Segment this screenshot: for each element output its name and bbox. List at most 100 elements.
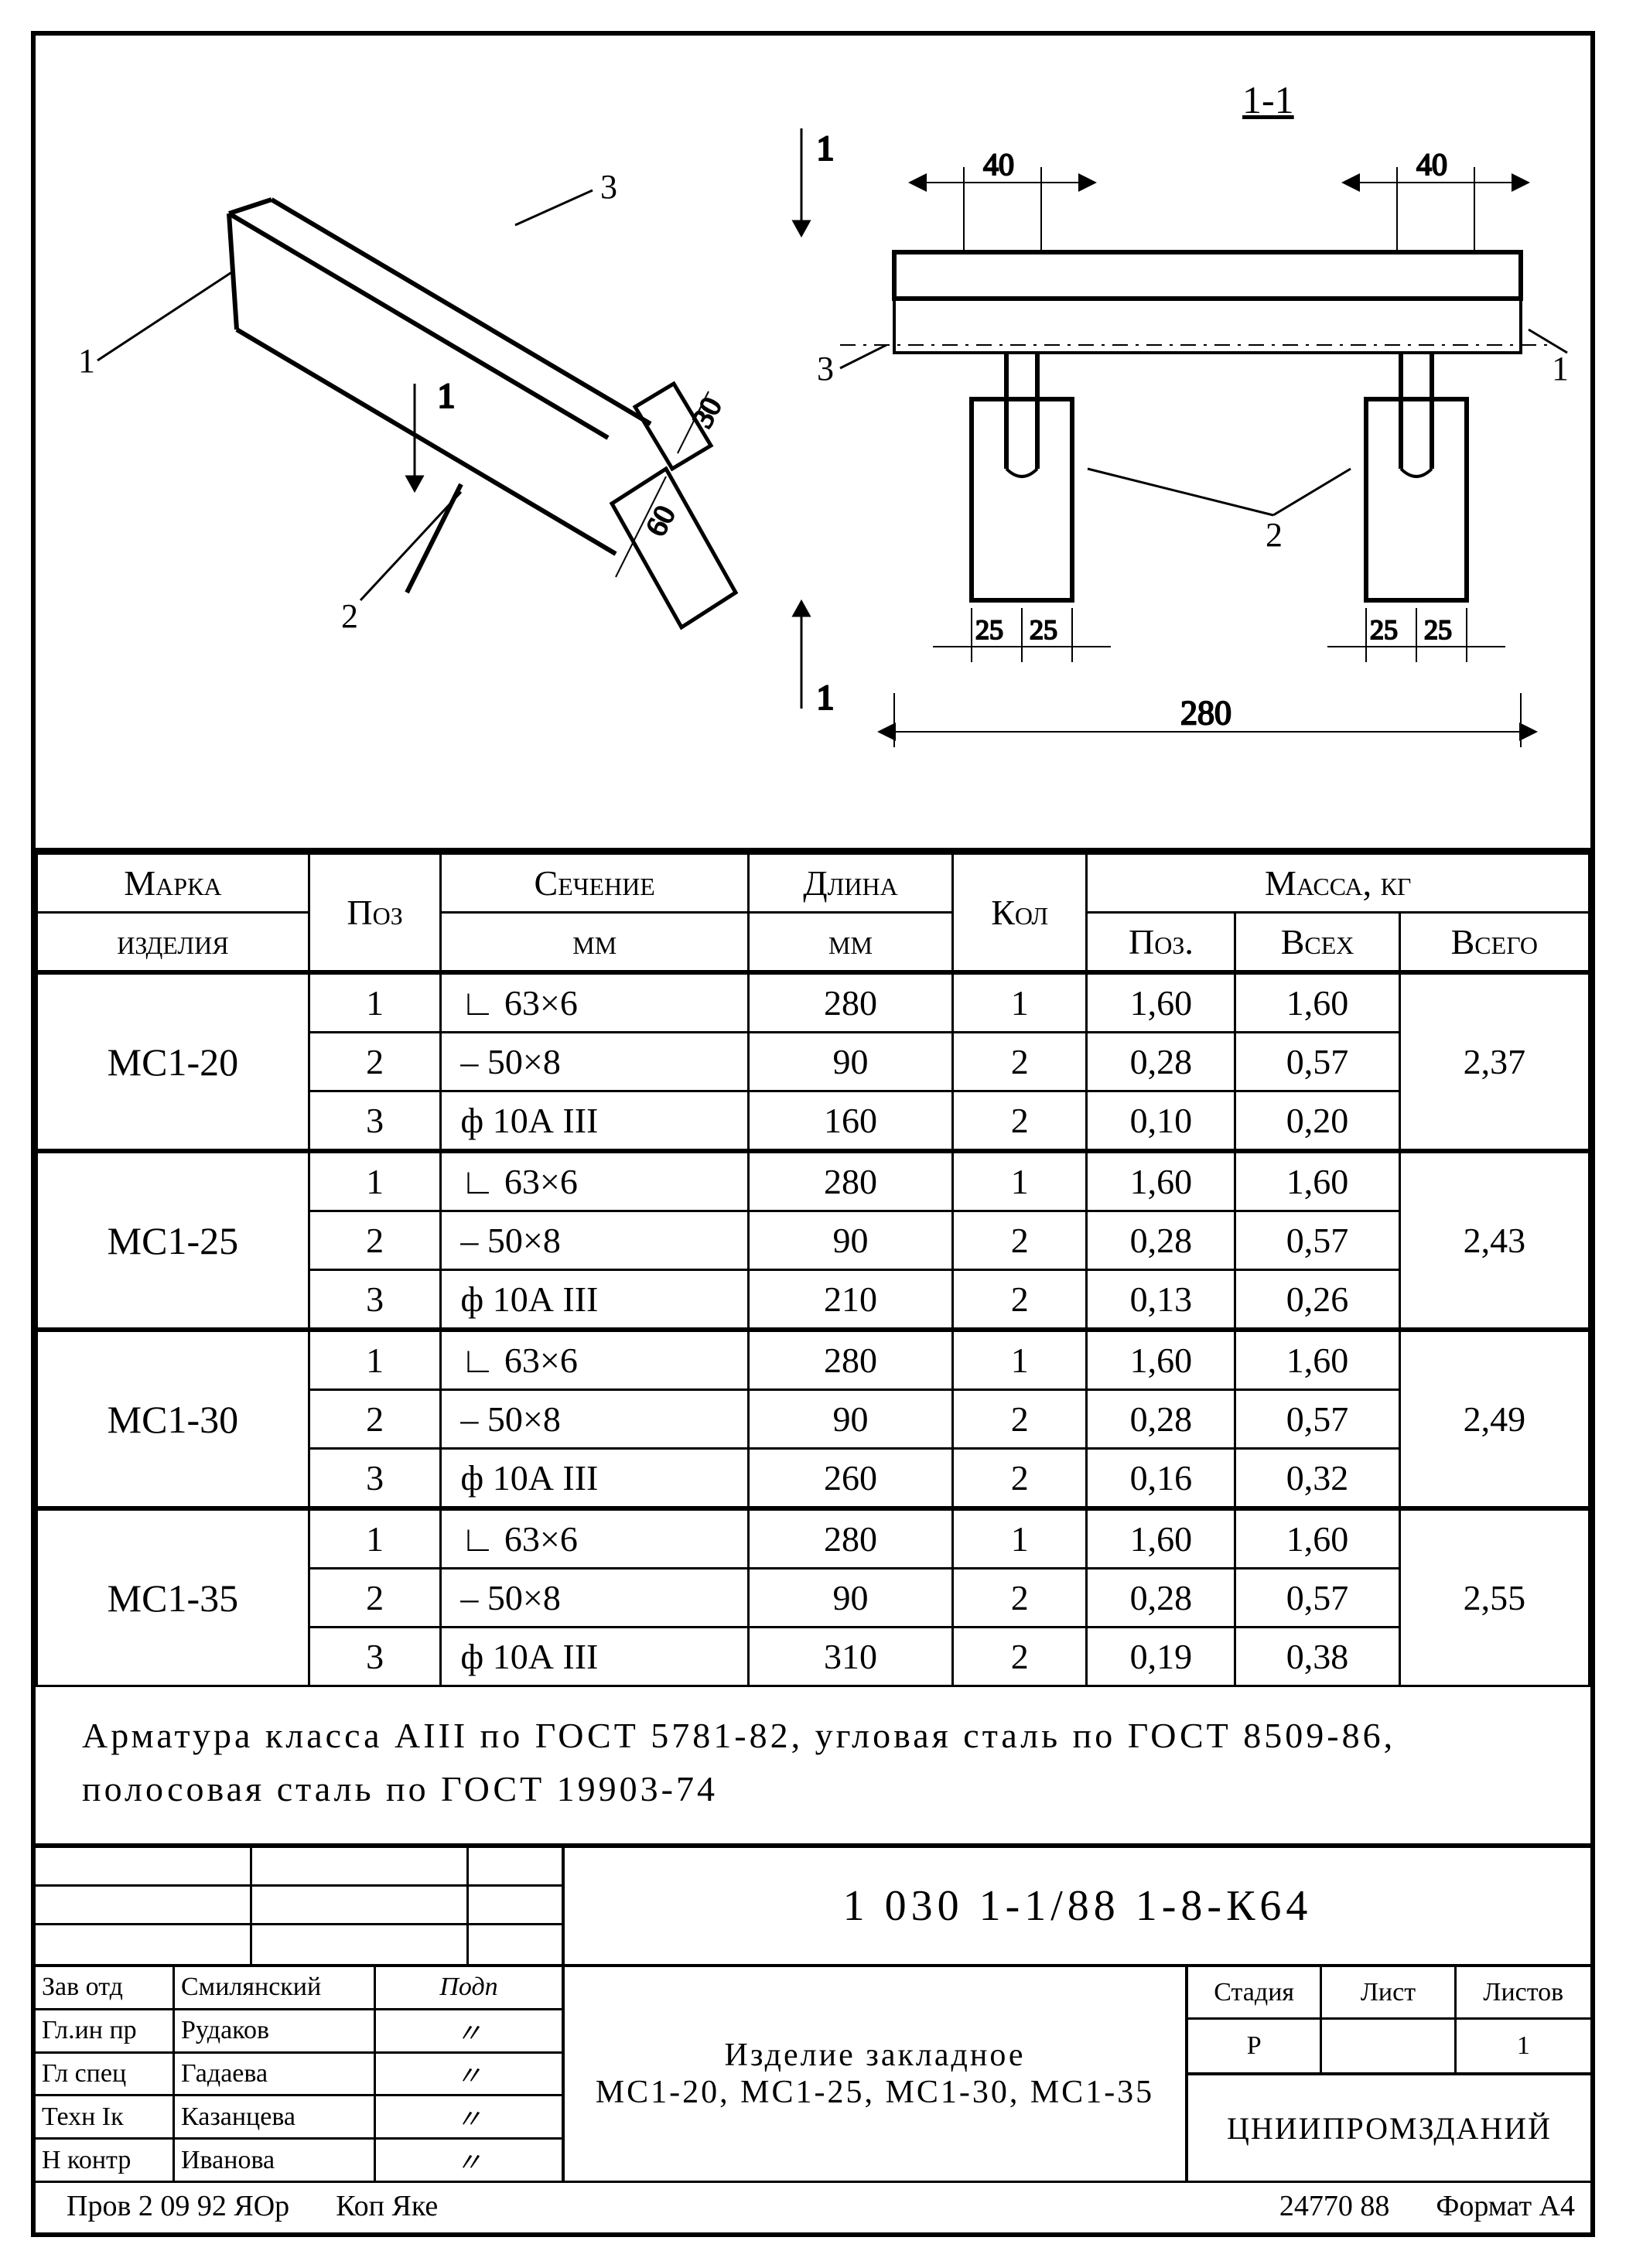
sign-mark: 〃 xyxy=(376,2054,562,2095)
cell-kol: 2 xyxy=(952,1091,1086,1152)
drawing-title: Изделие закладное МС1-20, МС1-25, МС1-30… xyxy=(565,1967,1188,2181)
cell-dl: 90 xyxy=(748,1569,952,1628)
cell-poz: 2 xyxy=(309,1033,441,1091)
cell-mv: 0,57 xyxy=(1235,1211,1399,1270)
sign-mark: 〃 xyxy=(376,2010,562,2051)
cell-mp: 1,60 xyxy=(1087,1151,1235,1211)
h-izdel: изделия xyxy=(37,913,309,973)
parts-table: Марка Поз Сечение Длина Кол Масса, кг из… xyxy=(36,852,1590,1687)
sign-role: Зав отд xyxy=(36,1967,175,2008)
footer-kop: Коп Яке xyxy=(336,2189,438,2223)
footer-inv: 24770 88 xyxy=(1279,2189,1390,2223)
h-dlina-u: мм xyxy=(748,913,952,973)
callout-2-left: 2 xyxy=(341,597,358,635)
sign-row: Зав отдСмилянскийПодп xyxy=(36,1967,562,2008)
h-massa: Масса, кг xyxy=(1087,854,1590,913)
callout-1-right: 1 xyxy=(1552,350,1569,388)
cell-sech: – 50×8 xyxy=(441,1569,749,1628)
callout-3-left: 3 xyxy=(600,168,617,206)
h-poz: Поз xyxy=(309,854,441,973)
cell-poz: 1 xyxy=(309,1508,441,1569)
group-label: МС1-30 xyxy=(37,1330,309,1508)
cell-mp: 0,10 xyxy=(1087,1091,1235,1152)
cell-mv: 0,20 xyxy=(1235,1091,1399,1152)
cell-poz: 3 xyxy=(309,1270,441,1330)
table-row: МС1-351∟ 63×628011,601,602,55 xyxy=(37,1508,1590,1569)
footer: Пров 2 09 92 ЯОр Коп Яке 24770 88 Формат… xyxy=(36,2181,1590,2232)
cell-kol: 2 xyxy=(952,1270,1086,1330)
signature-rows: Зав отдСмилянскийПодпГл.ин прРудаков〃Гл … xyxy=(36,1967,562,2181)
cell-mp: 0,13 xyxy=(1087,1270,1235,1330)
cell-poz: 1 xyxy=(309,972,441,1033)
cell-kol: 2 xyxy=(952,1211,1086,1270)
sec-arrow-1a: 1 xyxy=(438,377,455,415)
cell-dl: 280 xyxy=(748,972,952,1033)
cell-poz: 2 xyxy=(309,1569,441,1628)
cell-dl: 90 xyxy=(748,1390,952,1449)
sign-role: Гл спец xyxy=(36,2054,175,2095)
sign-name: Смилянский xyxy=(175,1967,376,2008)
sign-mark: 〃 xyxy=(376,2096,562,2137)
group-total: 2,49 xyxy=(1399,1330,1589,1508)
cell-poz: 3 xyxy=(309,1449,441,1509)
cell-mv: 0,57 xyxy=(1235,1569,1399,1628)
dim-25a: 25 xyxy=(975,614,1003,645)
sign-role: Гл.ин пр xyxy=(36,2010,175,2051)
dim-40a: 40 xyxy=(983,147,1014,182)
group-label: МС1-25 xyxy=(37,1151,309,1330)
sign-mark: Подп xyxy=(376,1967,562,2008)
cell-sech: ф 10А III xyxy=(441,1449,749,1509)
title-line-2: МС1-20, МС1-25, МС1-30, МС1-35 xyxy=(596,2074,1154,2111)
cell-mv: 0,57 xyxy=(1235,1033,1399,1091)
cell-kol: 2 xyxy=(952,1449,1086,1509)
h-mpoz: Поз. xyxy=(1087,913,1235,973)
cell-mv: 0,38 xyxy=(1235,1628,1399,1686)
h-mvsego: Всего xyxy=(1399,913,1589,973)
cell-sech: ∟ 63×6 xyxy=(441,1151,749,1211)
cell-poz: 2 xyxy=(309,1390,441,1449)
cell-mp: 0,19 xyxy=(1087,1628,1235,1686)
h-kol: Кол xyxy=(952,854,1086,973)
cell-mv: 0,32 xyxy=(1235,1449,1399,1509)
cell-dl: 310 xyxy=(748,1628,952,1686)
cell-kol: 2 xyxy=(952,1390,1086,1449)
sign-name: Казанцева xyxy=(175,2096,376,2137)
organization: ЦНИИПРОМЗДАНИЙ xyxy=(1188,2075,1590,2181)
group-total: 2,43 xyxy=(1399,1151,1589,1330)
cell-sech: – 50×8 xyxy=(441,1033,749,1091)
cell-mv: 0,26 xyxy=(1235,1270,1399,1330)
cell-mp: 1,60 xyxy=(1087,1330,1235,1390)
cell-mp: 0,28 xyxy=(1087,1033,1235,1091)
document-number: 1 030 1-1/88 1-8-К64 xyxy=(565,1848,1590,1967)
dim-40b: 40 xyxy=(1416,147,1447,182)
cell-mp: 0,16 xyxy=(1087,1449,1235,1509)
v-stadia: Р xyxy=(1188,2020,1322,2072)
cell-dl: 280 xyxy=(748,1330,952,1390)
cell-mv: 1,60 xyxy=(1235,1508,1399,1569)
h-stadia: Стадия xyxy=(1188,1967,1322,2020)
cell-dl: 90 xyxy=(748,1211,952,1270)
cell-mv: 1,60 xyxy=(1235,972,1399,1033)
cell-sech: ф 10А III xyxy=(441,1628,749,1686)
cell-mp: 0,28 xyxy=(1087,1569,1235,1628)
cell-mp: 1,60 xyxy=(1087,1508,1235,1569)
sign-name: Гадаева xyxy=(175,2054,376,2095)
cell-kol: 1 xyxy=(952,1330,1086,1390)
cell-sech: ∟ 63×6 xyxy=(441,972,749,1033)
cell-mv: 0,57 xyxy=(1235,1390,1399,1449)
dim-25c: 25 xyxy=(1370,614,1398,645)
section-label: 1-1 xyxy=(1242,78,1294,121)
drawing-area: 1-1 1 1 xyxy=(36,36,1590,852)
cell-kol: 1 xyxy=(952,972,1086,1033)
tb-rev-grid xyxy=(36,1848,562,1967)
footer-prov: Пров 2 09 92 ЯОр xyxy=(67,2189,289,2223)
standards-note: Арматура класса АIII по ГОСТ 5781-82, уг… xyxy=(36,1687,1590,1848)
cell-kol: 1 xyxy=(952,1151,1086,1211)
h-mvsekh: Всех xyxy=(1235,913,1399,973)
cell-sech: ∟ 63×6 xyxy=(441,1330,749,1390)
table-row: МС1-301∟ 63×628011,601,602,49 xyxy=(37,1330,1590,1390)
h-list: Лист xyxy=(1322,1967,1456,2020)
title-line-1: Изделие закладное xyxy=(725,2037,1026,2074)
cell-sech: – 50×8 xyxy=(441,1390,749,1449)
cell-dl: 280 xyxy=(748,1508,952,1569)
